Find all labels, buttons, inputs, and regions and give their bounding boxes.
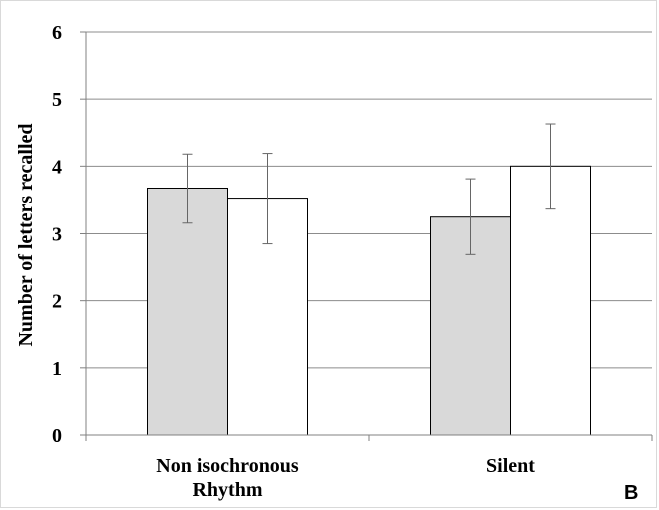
y-tick-label: 6 (52, 22, 62, 44)
y-tick-label: 0 (52, 425, 62, 447)
bar (147, 187, 228, 436)
x-category-label: Silent (486, 455, 535, 477)
y-tick-label: 4 (52, 156, 62, 178)
y-tick-label: 2 (52, 291, 62, 313)
x-category-labels: Non isochronous Rhythm Silent (156, 455, 535, 501)
y-tick-label: 5 (52, 89, 62, 111)
y-tick-label: 1 (52, 358, 62, 380)
y-axis-label: Number of letters recalled (15, 123, 37, 346)
bar (510, 165, 591, 436)
error-bars (182, 123, 556, 255)
y-tick-labels: 0 1 2 3 4 5 6 (52, 22, 62, 447)
panel-label: B (624, 482, 638, 504)
x-category-label: Non isochronous Rhythm (156, 455, 299, 501)
y-tick-label: 3 (52, 224, 62, 246)
axes (85, 32, 653, 441)
